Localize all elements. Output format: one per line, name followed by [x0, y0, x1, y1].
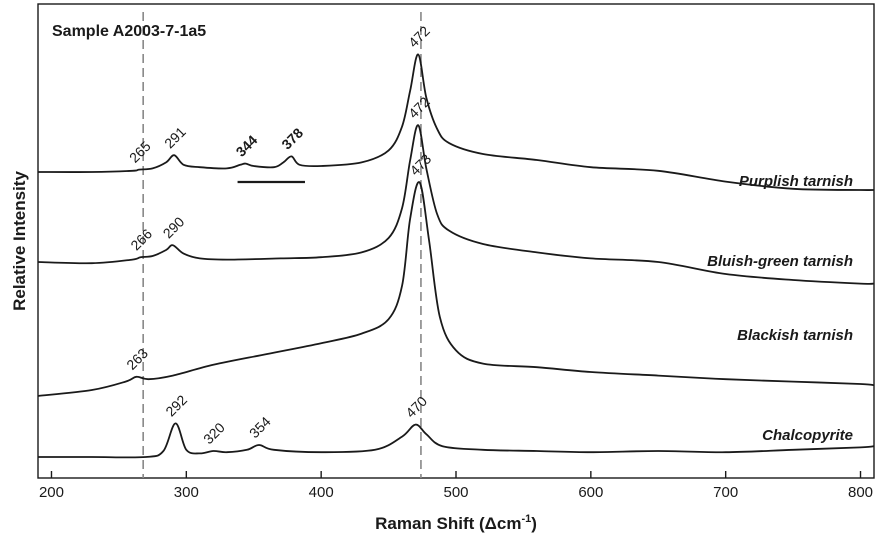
peak-label: 291 — [161, 123, 189, 151]
peak-label: 470 — [402, 393, 430, 421]
series-labels: Purplish tarnish Bluish-green tarnish Blac… — [707, 173, 853, 444]
peak-label: 263 — [123, 345, 151, 373]
spectrum-line-purplish-tarnish — [37, 53, 875, 191]
reference-lines — [142, 12, 422, 478]
x-tick-label: 600 — [578, 484, 603, 501]
x-tick-label: 200 — [39, 484, 64, 501]
peak-label: 354 — [246, 413, 274, 441]
x-tick-label: 400 — [309, 484, 334, 501]
peak-label: 266 — [127, 225, 155, 253]
series-label: Chalcopyrite — [762, 427, 853, 444]
series-label: Purplish tarnish — [739, 173, 853, 190]
x-tick-label: 500 — [443, 484, 468, 501]
x-axis-ticks: 200 300 400 500 600 700 800 — [39, 471, 873, 501]
peak-label: 378 — [278, 125, 306, 153]
x-tick-label: 300 — [174, 484, 199, 501]
y-axis-label: Relative Intensity — [10, 171, 29, 311]
series-label: Blackish tarnish — [737, 327, 853, 344]
x-tick-label: 800 — [848, 484, 873, 501]
peak-label: 472 — [405, 23, 433, 51]
spectrum-line-blackish-tarnish — [37, 181, 875, 397]
sample-label: Sample A2003-7-1a5 — [52, 23, 206, 40]
spectrum-line-chalcopyrite — [37, 422, 875, 459]
x-axis-label-tail: ) — [531, 514, 537, 533]
peak-label: 290 — [160, 213, 188, 241]
spectra — [37, 53, 875, 459]
x-axis-label-main: Raman Shift (Δcm — [375, 514, 521, 533]
peak-label: 265 — [126, 138, 154, 166]
x-axis-label-superscript: -1 — [521, 513, 531, 525]
x-tick-label: 700 — [713, 484, 738, 501]
peak-label: 344 — [233, 132, 261, 160]
x-axis-label: Raman Shift (Δcm-1) — [375, 513, 537, 533]
peak-label: 292 — [162, 392, 190, 420]
peak-label: 320 — [200, 419, 228, 447]
series-label: Bluish-green tarnish — [707, 253, 853, 270]
spectrum-line-bluish-green-tarnish — [37, 124, 875, 285]
